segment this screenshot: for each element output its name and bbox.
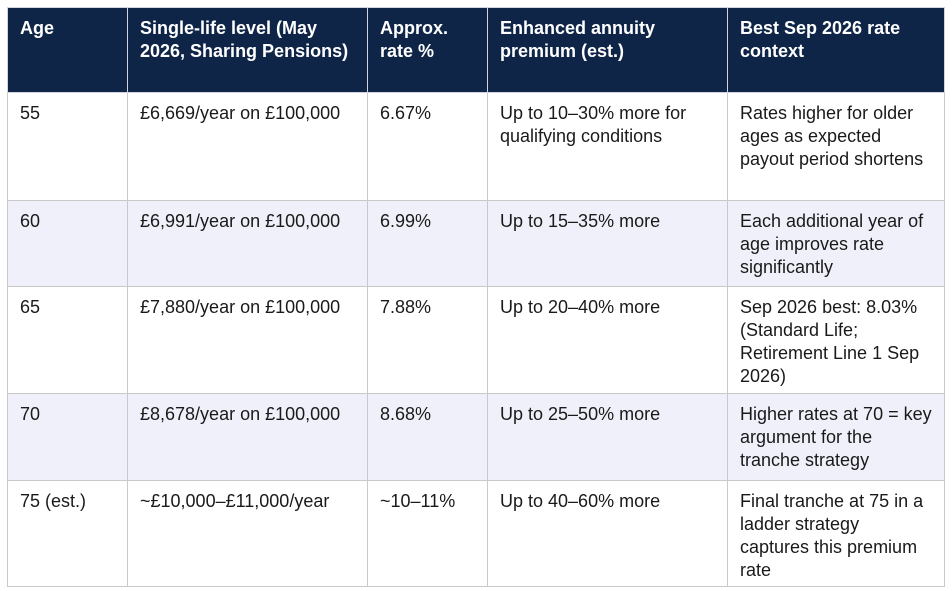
table-cell: 7.88% <box>367 286 488 394</box>
table-cell: Up to 10–30% more for qualifying conditi… <box>487 92 728 201</box>
header-cell: Single-life level (May 2026, Sharing Pen… <box>127 7 368 93</box>
table-row: 75 (est.) ~£10,000–£11,000/year ~10–11% Up … <box>7 480 945 587</box>
table-cell: Up to 25–50% more <box>487 393 728 481</box>
header-cell: Approx. rate % <box>367 7 488 93</box>
table-cell: ~£10,000–£11,000/year <box>127 480 368 587</box>
table-cell: 55 <box>7 92 128 201</box>
header-row: Age Single-life level (May 2026, Sharing … <box>7 7 945 93</box>
table-cell: 8.68% <box>367 393 488 481</box>
table-cell: 6.67% <box>367 92 488 201</box>
table-cell: Final tranche at 75 in a ladder strategy… <box>727 480 945 587</box>
table-cell: Each additional year of age improves rat… <box>727 200 945 287</box>
table-container: Age Single-life level (May 2026, Sharing … <box>7 7 945 587</box>
header-cell: Age <box>7 7 128 93</box>
table-cell: £7,880/year on £100,000 <box>127 286 368 394</box>
table-row: 55 £6,669/year on £100,000 6.67% Up to 10–3… <box>7 92 945 201</box>
table-cell: 70 <box>7 393 128 481</box>
header-cell: Enhanced annuity premium (est.) <box>487 7 728 93</box>
table-cell: Up to 15–35% more <box>487 200 728 287</box>
table-cell: 60 <box>7 200 128 287</box>
table-row: 70 £8,678/year on £100,000 8.68% Up to 25–5… <box>7 393 945 481</box>
table-cell: Up to 20–40% more <box>487 286 728 394</box>
table-cell: 65 <box>7 286 128 394</box>
table-cell: £8,678/year on £100,000 <box>127 393 368 481</box>
table-cell: 6.99% <box>367 200 488 287</box>
header-cell: Best Sep 2026 rate context <box>727 7 945 93</box>
table-row: 60 £6,991/year on £100,000 6.99% Up to 15–3… <box>7 200 945 287</box>
table-row: 65 £7,880/year on £100,000 7.88% Up to 20–4… <box>7 286 945 394</box>
table-cell: Higher rates at 70 = key argument for th… <box>727 393 945 481</box>
table-cell: Sep 2026 best: 8.03% (Standard Life; Ret… <box>727 286 945 394</box>
table-cell: 75 (est.) <box>7 480 128 587</box>
table-cell: £6,669/year on £100,000 <box>127 92 368 201</box>
annuity-table: Age Single-life level (May 2026, Sharing … <box>7 7 945 587</box>
table-cell: Rates higher for older ages as expected … <box>727 92 945 201</box>
table-cell: ~10–11% <box>367 480 488 587</box>
table-cell: Up to 40–60% more <box>487 480 728 587</box>
table-cell: £6,991/year on £100,000 <box>127 200 368 287</box>
